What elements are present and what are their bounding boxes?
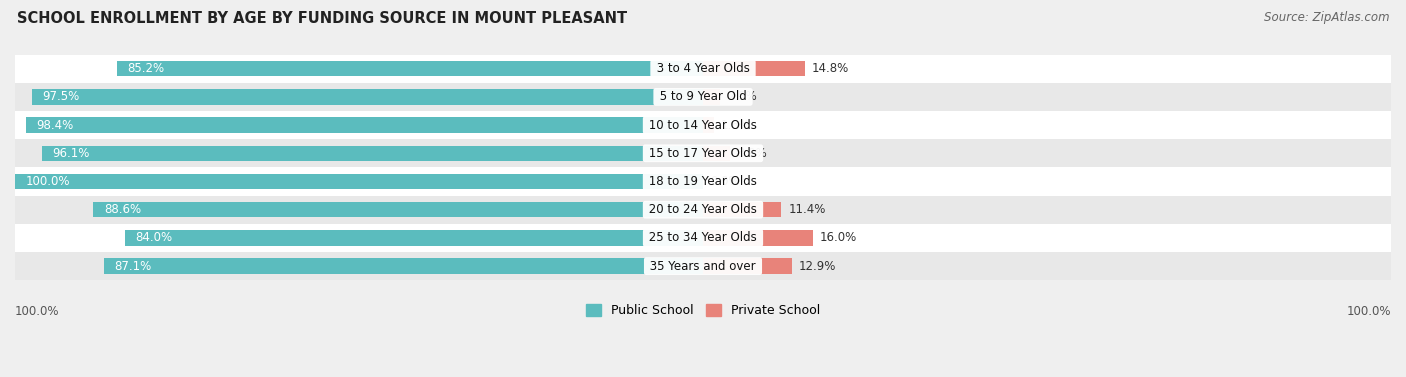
- Text: 12.9%: 12.9%: [799, 260, 837, 273]
- Text: 85.2%: 85.2%: [127, 62, 165, 75]
- Text: 87.1%: 87.1%: [114, 260, 152, 273]
- Bar: [93, 202, 703, 218]
- Text: 100.0%: 100.0%: [1347, 305, 1391, 318]
- Bar: [15, 196, 1391, 224]
- Bar: [703, 146, 730, 161]
- Bar: [15, 55, 1391, 83]
- Bar: [15, 224, 1391, 252]
- Bar: [703, 230, 813, 246]
- Text: 20 to 24 Year Olds: 20 to 24 Year Olds: [645, 203, 761, 216]
- Text: 18 to 19 Year Olds: 18 to 19 Year Olds: [645, 175, 761, 188]
- Text: 25 to 34 Year Olds: 25 to 34 Year Olds: [645, 231, 761, 244]
- Text: 98.4%: 98.4%: [37, 119, 73, 132]
- Text: 35 Years and over: 35 Years and over: [647, 260, 759, 273]
- Bar: [703, 258, 792, 274]
- Text: 3 to 4 Year Olds: 3 to 4 Year Olds: [652, 62, 754, 75]
- Text: 0.0%: 0.0%: [710, 175, 740, 188]
- Text: SCHOOL ENROLLMENT BY AGE BY FUNDING SOURCE IN MOUNT PLEASANT: SCHOOL ENROLLMENT BY AGE BY FUNDING SOUR…: [17, 11, 627, 26]
- Bar: [15, 139, 1391, 167]
- Text: 100.0%: 100.0%: [15, 305, 59, 318]
- Text: 96.1%: 96.1%: [52, 147, 90, 160]
- Bar: [703, 202, 782, 218]
- Text: 10 to 14 Year Olds: 10 to 14 Year Olds: [645, 119, 761, 132]
- Bar: [15, 252, 1391, 280]
- Bar: [15, 174, 703, 189]
- Bar: [15, 111, 1391, 139]
- Text: 11.4%: 11.4%: [789, 203, 825, 216]
- Legend: Public School, Private School: Public School, Private School: [581, 299, 825, 322]
- Bar: [703, 61, 804, 77]
- Text: 2.5%: 2.5%: [727, 90, 756, 103]
- Bar: [703, 117, 714, 133]
- Text: 88.6%: 88.6%: [104, 203, 141, 216]
- Text: 5 to 9 Year Old: 5 to 9 Year Old: [655, 90, 751, 103]
- Bar: [703, 89, 720, 105]
- Bar: [117, 61, 703, 77]
- Text: 14.8%: 14.8%: [811, 62, 849, 75]
- Text: 3.9%: 3.9%: [737, 147, 766, 160]
- Bar: [15, 83, 1391, 111]
- Text: 16.0%: 16.0%: [820, 231, 858, 244]
- Bar: [125, 230, 703, 246]
- Text: 1.6%: 1.6%: [721, 119, 751, 132]
- Text: 15 to 17 Year Olds: 15 to 17 Year Olds: [645, 147, 761, 160]
- Bar: [42, 146, 703, 161]
- Bar: [104, 258, 703, 274]
- Text: 84.0%: 84.0%: [135, 231, 173, 244]
- Bar: [15, 167, 1391, 196]
- Text: Source: ZipAtlas.com: Source: ZipAtlas.com: [1264, 11, 1389, 24]
- Bar: [25, 117, 703, 133]
- Bar: [32, 89, 703, 105]
- Text: 97.5%: 97.5%: [42, 90, 80, 103]
- Text: 100.0%: 100.0%: [25, 175, 70, 188]
